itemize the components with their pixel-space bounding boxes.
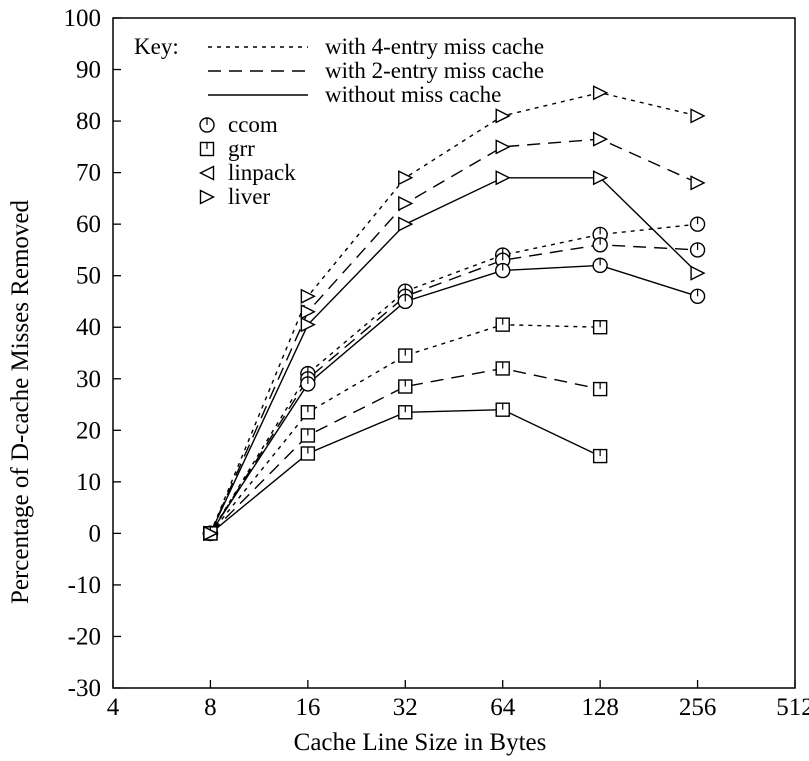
x-tick-label: 16 — [295, 694, 320, 721]
x-axis-ticks: 4 8 16 32 64 128 256 512 — [107, 680, 809, 721]
data-point-liver-solid — [300, 317, 316, 333]
x-tick-label: 4 — [107, 694, 120, 721]
y-tick-label: 10 — [76, 469, 101, 496]
x-tick-label: 8 — [204, 694, 217, 721]
data-point-grr-dotted — [495, 317, 510, 332]
x-tick-label: 64 — [490, 694, 516, 721]
y-tick-label: 100 — [64, 5, 102, 32]
series-line-liver-dashed — [209, 138, 698, 534]
data-point-liver-dashed — [300, 304, 316, 320]
data-point-ccom-solid — [300, 376, 316, 392]
x-tick-label: 128 — [581, 694, 619, 721]
data-point-grr-dashed — [398, 379, 413, 394]
data-point-liver-dotted — [398, 170, 414, 186]
series-line-ccom-dashed — [209, 244, 698, 534]
data-point-ccom-solid — [397, 293, 413, 310]
data-point-liver-solid — [203, 525, 219, 542]
legend-marker-ccom — [199, 117, 215, 133]
y-tick-label: 90 — [76, 57, 101, 84]
y-tick-label: 20 — [76, 417, 101, 444]
series-line-liver-dotted — [209, 91, 698, 534]
y-tick-label: 40 — [76, 314, 101, 341]
data-point-grr-solid — [300, 446, 316, 461]
legend-label-ccom: ccom — [228, 112, 278, 137]
data-point-ccom-solid — [689, 288, 706, 305]
x-tick-label: 512 — [776, 694, 809, 721]
data-point-liver-dotted — [690, 108, 706, 124]
data-point-liver-solid — [495, 170, 511, 186]
data-point-liver-dotted — [495, 108, 511, 124]
legend-label-linpack: linpack — [228, 160, 296, 185]
plot-frame — [112, 17, 796, 689]
data-point-grr-solid — [495, 402, 510, 417]
legend-label-grr: grr — [228, 136, 255, 161]
data-point-grr-dotted — [398, 348, 413, 363]
plot-border — [112, 17, 796, 689]
data-point-grr-dotted — [300, 405, 316, 420]
series-line-ccom-dotted — [209, 223, 698, 534]
series-line-grr-solid — [209, 408, 601, 534]
data-point-ccom-dashed — [592, 237, 608, 253]
x-tick-label: 256 — [679, 694, 717, 721]
y-tick-label: 60 — [76, 211, 101, 238]
data-point-grr-dashed — [300, 428, 316, 443]
legend-label-liver: liver — [228, 184, 270, 209]
data-point-liver-dotted — [592, 85, 609, 101]
y-axis-label: Percentage of D-cache Misses Removed — [7, 199, 34, 604]
legend-marker-liver — [199, 189, 216, 205]
y-tick-label: 0 — [89, 520, 102, 547]
data-point-liver-dashed — [592, 131, 609, 147]
data-point-liver-solid — [592, 170, 609, 186]
series-line-liver-solid — [209, 177, 699, 534]
data-point-grr-dashed — [495, 361, 510, 376]
legend-marker-linpack — [198, 165, 215, 181]
y-tick-label: 50 — [76, 263, 101, 290]
legend-label-dotted: with 4-entry miss cache — [325, 34, 544, 59]
data-point-liver-dashed — [398, 195, 414, 212]
data-point-ccom-solid — [592, 257, 608, 274]
legend-title: Key: — [134, 34, 179, 59]
y-tick-label: -30 — [68, 675, 101, 702]
series-lines — [209, 91, 699, 534]
data-point-grr-solid — [398, 405, 413, 420]
data-point-ccom-solid — [495, 262, 511, 279]
data-point-liver-dashed — [690, 175, 706, 191]
data-point-liver-dashed — [495, 139, 511, 155]
y-tick-label: 30 — [76, 366, 101, 393]
legend-label-solid: without miss cache — [325, 82, 501, 107]
y-tick-label: -10 — [68, 572, 101, 599]
data-point-liver-solid — [398, 216, 414, 232]
legend-marker-grr — [199, 141, 215, 157]
y-axis-ticks: -30 -20 -10 0 10 20 30 40 50 60 70 80 90 100 — [64, 5, 121, 702]
data-point-grr-solid — [592, 448, 608, 464]
data-point-ccom-dashed — [689, 242, 706, 258]
series-line-grr-dashed — [209, 367, 601, 534]
y-tick-label: -20 — [68, 623, 101, 650]
data-point-liver-solid — [690, 265, 706, 281]
y-tick-label: 80 — [76, 108, 101, 135]
x-axis-label: Cache Line Size in Bytes — [294, 729, 547, 756]
data-point-liver-dotted — [300, 288, 316, 304]
y-tick-label: 70 — [76, 160, 101, 187]
data-point-grr-dashed — [592, 381, 608, 397]
series-line-ccom-solid — [209, 264, 698, 534]
data-point-grr-dotted — [592, 320, 608, 335]
data-point-ccom-dotted — [689, 216, 706, 232]
x-tick-label: 32 — [393, 694, 418, 721]
series-markers — [202, 85, 706, 542]
legend-label-dashed: with 2-entry miss cache — [325, 58, 544, 83]
